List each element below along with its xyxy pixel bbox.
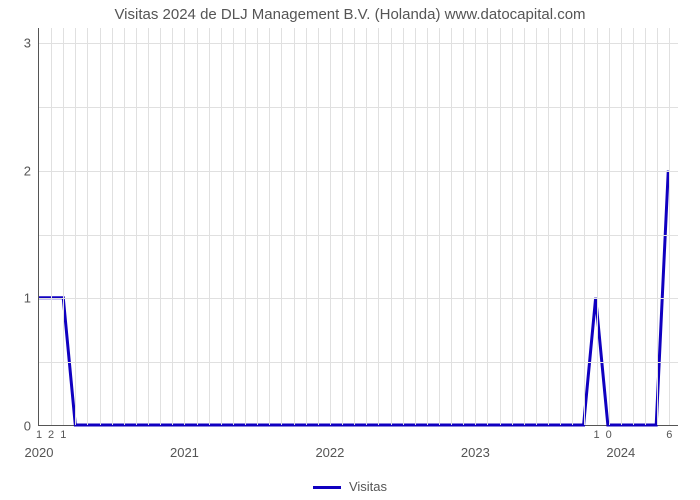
grid-v [294,28,295,425]
y-tick-label: 0 [24,419,31,434]
y-tick-label: 2 [24,163,31,178]
grid-v [245,28,246,425]
grid-v [221,28,222,425]
grid-v [87,28,88,425]
grid-v [172,28,173,425]
grid-h [39,362,678,363]
grid-v [51,28,52,425]
grid-v [197,28,198,425]
grid-v [560,28,561,425]
grid-v [427,28,428,425]
grid-v [233,28,234,425]
grid-v [378,28,379,425]
grid-v [645,28,646,425]
grid-v [391,28,392,425]
grid-v [512,28,513,425]
data-label: 2 [48,429,54,441]
grid-v [63,28,64,425]
grid-v [269,28,270,425]
grid-h [39,43,678,44]
grid-v [281,28,282,425]
grid-v [524,28,525,425]
grid-v [124,28,125,425]
grid-v [257,28,258,425]
grid-v [597,28,598,425]
grid-v [463,28,464,425]
grid-v [342,28,343,425]
grid-v [136,28,137,425]
grid-v [439,28,440,425]
grid-v [609,28,610,425]
grid-v [209,28,210,425]
grid-h [39,298,678,299]
grid-v [184,28,185,425]
data-label: 0 [606,429,612,441]
grid-v [487,28,488,425]
grid-v [100,28,101,425]
data-label: 1 [593,429,599,441]
legend-swatch [313,486,341,489]
legend-label: Visitas [349,479,387,494]
y-tick-label: 1 [24,291,31,306]
grid-v [403,28,404,425]
grid-v [621,28,622,425]
data-label: 1 [36,429,42,441]
grid-v [148,28,149,425]
x-tick-label: 2021 [170,445,199,460]
grid-v [536,28,537,425]
grid-v [160,28,161,425]
x-tick-label: 2024 [606,445,635,460]
x-tick-label: 2023 [461,445,490,460]
grid-v [584,28,585,425]
x-tick-label: 2022 [315,445,344,460]
grid-v [318,28,319,425]
grid-v [548,28,549,425]
data-label: 6 [666,429,672,441]
grid-v [306,28,307,425]
grid-v [330,28,331,425]
line-series [39,28,678,425]
grid-v [415,28,416,425]
grid-v [366,28,367,425]
grid-v [451,28,452,425]
grid-v [75,28,76,425]
chart-title: Visitas 2024 de DLJ Management B.V. (Hol… [0,6,700,23]
legend: Visitas [0,479,700,494]
plot-area: 012320202021202220232024121106 [38,28,678,426]
grid-h [39,107,678,108]
grid-v [112,28,113,425]
grid-v [657,28,658,425]
grid-v [475,28,476,425]
grid-v [354,28,355,425]
data-label: 1 [60,429,66,441]
grid-h [39,235,678,236]
grid-v [572,28,573,425]
grid-v [633,28,634,425]
grid-v [500,28,501,425]
chart-container: Visitas 2024 de DLJ Management B.V. (Hol… [0,0,700,500]
y-tick-label: 3 [24,36,31,51]
grid-h [39,171,678,172]
x-tick-label: 2020 [25,445,54,460]
grid-v [669,28,670,425]
